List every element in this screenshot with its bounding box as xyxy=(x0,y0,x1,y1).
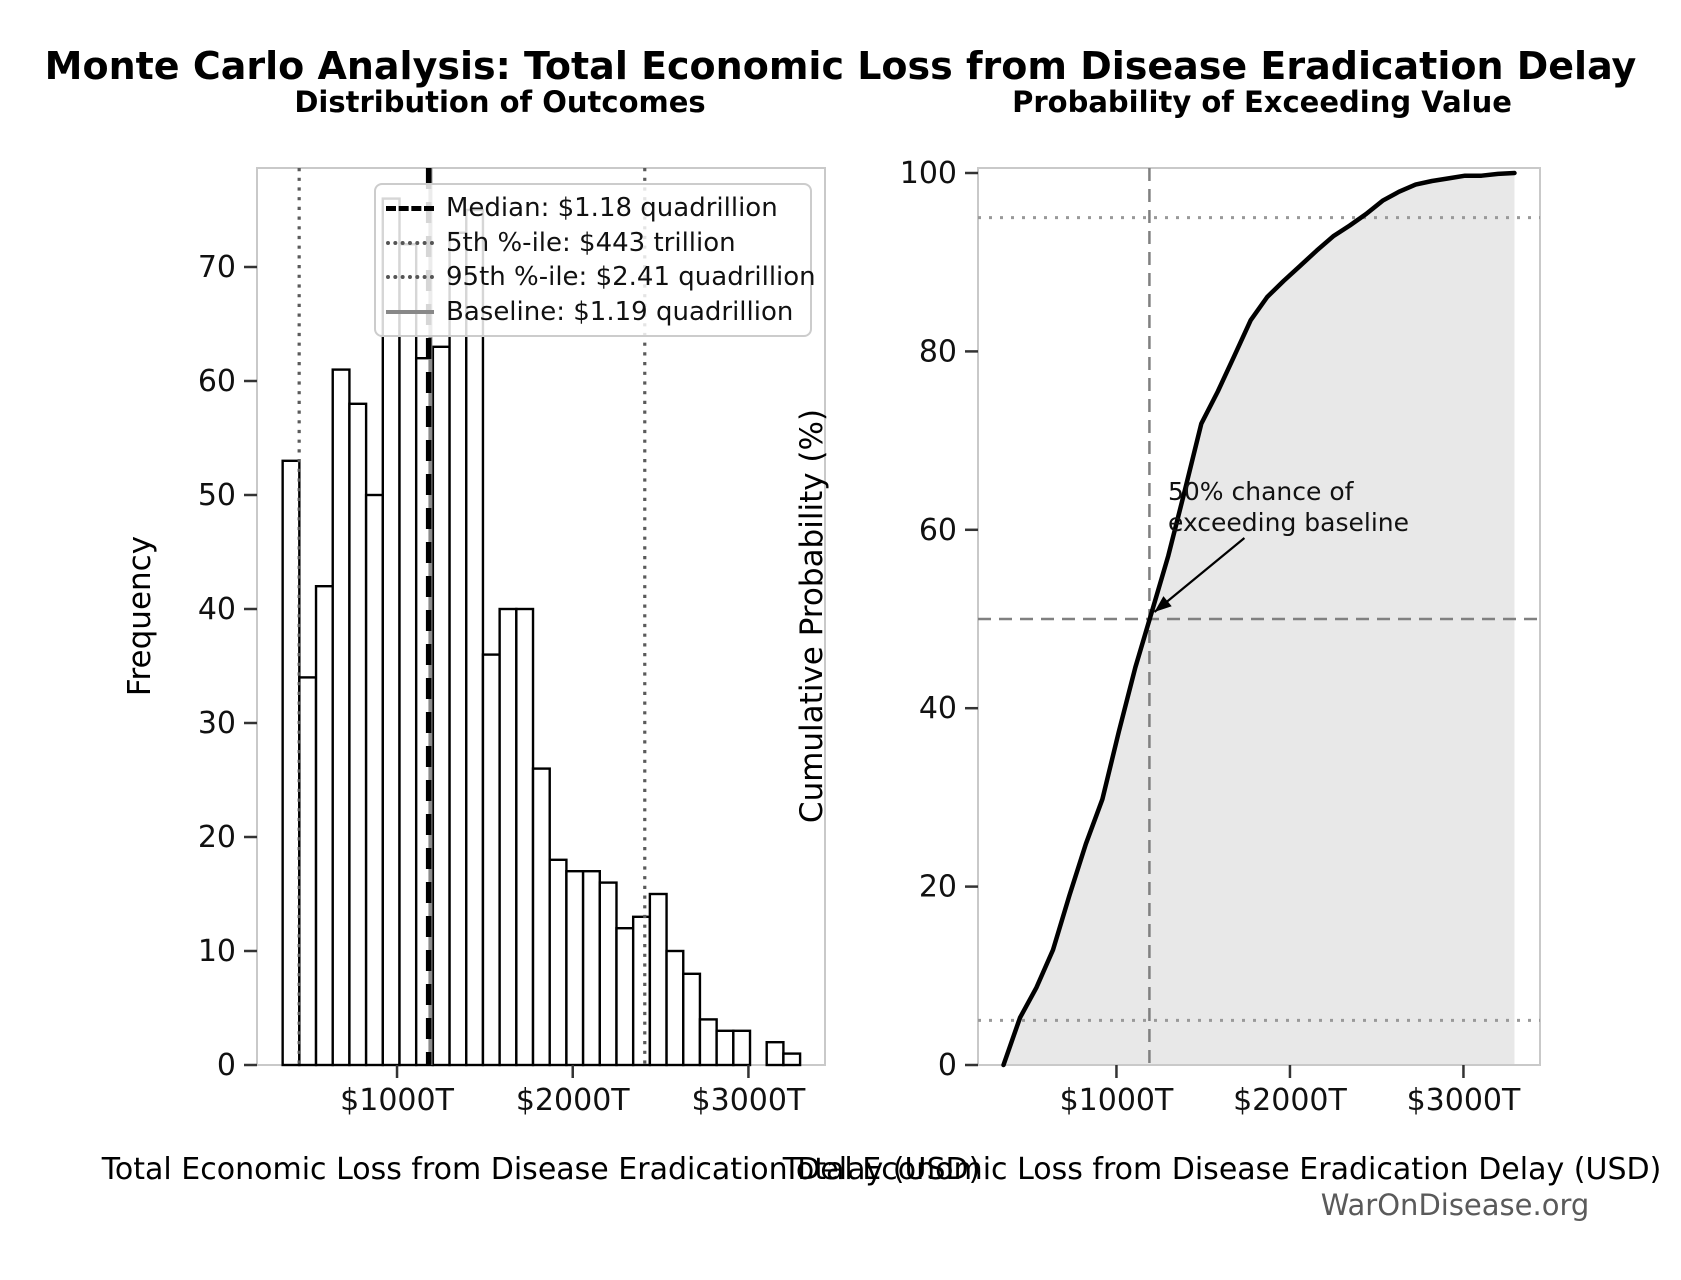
right-chart-x-tick-label: $3000T xyxy=(1407,1083,1521,1118)
histogram-bar xyxy=(581,870,601,1067)
legend-item-label: Baseline: $1.19 quadrillion xyxy=(446,296,794,327)
percentile5-line-sample xyxy=(386,240,434,245)
right-chart-spines xyxy=(977,167,1541,1066)
legend-item-median: Median: $1.18 quadrillion xyxy=(386,191,800,225)
annotation-50-percent: 50% chance of exceeding baseline xyxy=(1168,476,1409,538)
left-x-axis-label: Total Economic Loss from Disease Eradica… xyxy=(101,1152,981,1187)
left-chart-y-tick-label: 70 xyxy=(198,250,236,285)
left-chart-x-tick-label: $2000T xyxy=(516,1083,630,1118)
legend-item-label: 95th %-ile: $2.41 quadrillion xyxy=(446,262,816,293)
histogram-bar xyxy=(398,242,418,1067)
histogram-bar xyxy=(565,870,585,1067)
annotation-arrowhead xyxy=(1154,596,1172,612)
legend: Median: $1.18 quadrillion 5th %-ile: $44… xyxy=(374,183,816,337)
left-chart-y-tick-label: 40 xyxy=(198,592,236,627)
histogram-bar xyxy=(481,653,501,1067)
right-chart-y-tick-label: 0 xyxy=(938,1048,957,1083)
left-chart-y-tick-label: 30 xyxy=(198,706,236,741)
left-chart-y-tick-label: 20 xyxy=(198,820,236,855)
histogram-bar xyxy=(465,208,485,1067)
legend-item-5th-percentile: 5th %-ile: $443 trillion xyxy=(386,226,800,260)
left-chart-y-tick-label: 50 xyxy=(198,478,236,513)
histogram-bar xyxy=(498,607,518,1067)
watermark: WarOnDisease.org xyxy=(1320,1188,1590,1222)
left-chart-y-tick-label: 0 xyxy=(217,1048,236,1083)
histogram-bar xyxy=(765,1040,785,1067)
left-chart-y-tick-label: 60 xyxy=(198,364,236,399)
right-chart-x-tick-label: $2000T xyxy=(1233,1083,1347,1118)
histogram-bar xyxy=(598,881,618,1067)
right-chart-y-tick-label: 20 xyxy=(919,870,957,905)
histogram-bar xyxy=(348,402,368,1067)
left-chart-title: Distribution of Outcomes xyxy=(294,85,706,119)
left-chart-x-tick-label: $3000T xyxy=(692,1083,806,1118)
histogram-bar xyxy=(698,1018,718,1067)
percentile95-line-sample xyxy=(386,275,434,280)
left-y-axis-label: Frequency xyxy=(122,535,158,697)
histogram-bar xyxy=(615,927,635,1067)
histogram-bar xyxy=(331,368,351,1067)
right-chart-y-tick-label: 60 xyxy=(919,513,957,548)
histogram-bar xyxy=(281,459,301,1067)
right-x-axis-label: Total Economic Loss from Disease Eradica… xyxy=(782,1152,1662,1187)
histogram-bar xyxy=(531,767,551,1067)
legend-item-label: 5th %-ile: $443 trillion xyxy=(446,227,736,258)
histogram-bar xyxy=(364,493,385,1067)
legend-item-95th-percentile: 95th %-ile: $2.41 quadrillion xyxy=(386,260,816,294)
figure-title: Monte Carlo Analysis: Total Economic Los… xyxy=(44,44,1637,88)
histogram-bar xyxy=(665,949,685,1067)
annotation-line2: exceeding baseline xyxy=(1168,508,1409,537)
histogram-bar xyxy=(314,585,334,1067)
histogram-bar xyxy=(732,1029,752,1067)
histogram-bar xyxy=(631,915,652,1067)
right-chart-y-tick-label: 80 xyxy=(919,334,957,369)
legend-item-label: Median: $1.18 quadrillion xyxy=(446,193,778,224)
histogram-bar xyxy=(431,345,451,1067)
cdf-curve xyxy=(1001,170,1517,1068)
histogram-bar xyxy=(298,676,318,1067)
left-chart-y-tick-label: 10 xyxy=(198,934,236,969)
right-chart-title: Probability of Exceeding Value xyxy=(1012,85,1512,119)
left-chart-x-tick-label: $1000T xyxy=(340,1083,454,1118)
histogram-bar xyxy=(782,1052,802,1067)
right-chart-y-tick-label: 100 xyxy=(900,156,957,191)
legend-item-baseline: Baseline: $1.19 quadrillion xyxy=(386,295,800,329)
right-y-axis-label: Cumulative Probability (%) xyxy=(794,408,830,824)
right-chart-x-tick-label: $1000T xyxy=(1060,1083,1174,1118)
annotation-arrow-line xyxy=(1153,537,1246,613)
baseline-line-sample xyxy=(386,309,434,314)
median-line-sample xyxy=(386,205,434,211)
histogram-bar xyxy=(715,1029,735,1067)
histogram-bar xyxy=(515,607,535,1067)
histogram-bar xyxy=(448,231,468,1067)
histogram-bar xyxy=(548,858,568,1067)
annotation-line1: 50% chance of xyxy=(1168,477,1354,506)
histogram-bar xyxy=(682,972,702,1067)
right-chart-y-tick-label: 40 xyxy=(919,691,957,726)
histogram-bar xyxy=(648,892,668,1067)
